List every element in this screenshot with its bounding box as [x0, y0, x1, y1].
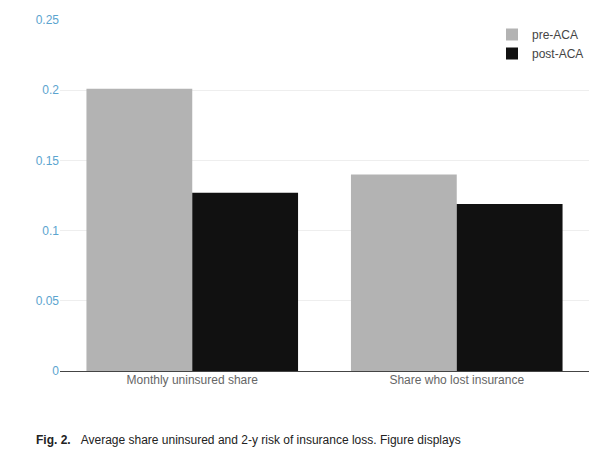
svg-text:pre-ACA: pre-ACA — [532, 28, 578, 42]
svg-text:Fig. 2. Average share uninsu: Fig. 2. Average share uninsured and 2-y … — [36, 433, 461, 447]
svg-text:0.2: 0.2 — [42, 83, 59, 97]
svg-text:0.25: 0.25 — [36, 13, 60, 27]
svg-text:0.15: 0.15 — [36, 154, 60, 168]
svg-text:0.05: 0.05 — [36, 294, 60, 308]
svg-text:0: 0 — [52, 364, 59, 378]
svg-text:0.1: 0.1 — [42, 224, 59, 238]
svg-text:post-ACA: post-ACA — [532, 47, 583, 61]
svg-text:Monthly uninsured share: Monthly uninsured share — [127, 373, 259, 387]
svg-text:Share who lost insurance: Share who lost insurance — [389, 373, 524, 387]
